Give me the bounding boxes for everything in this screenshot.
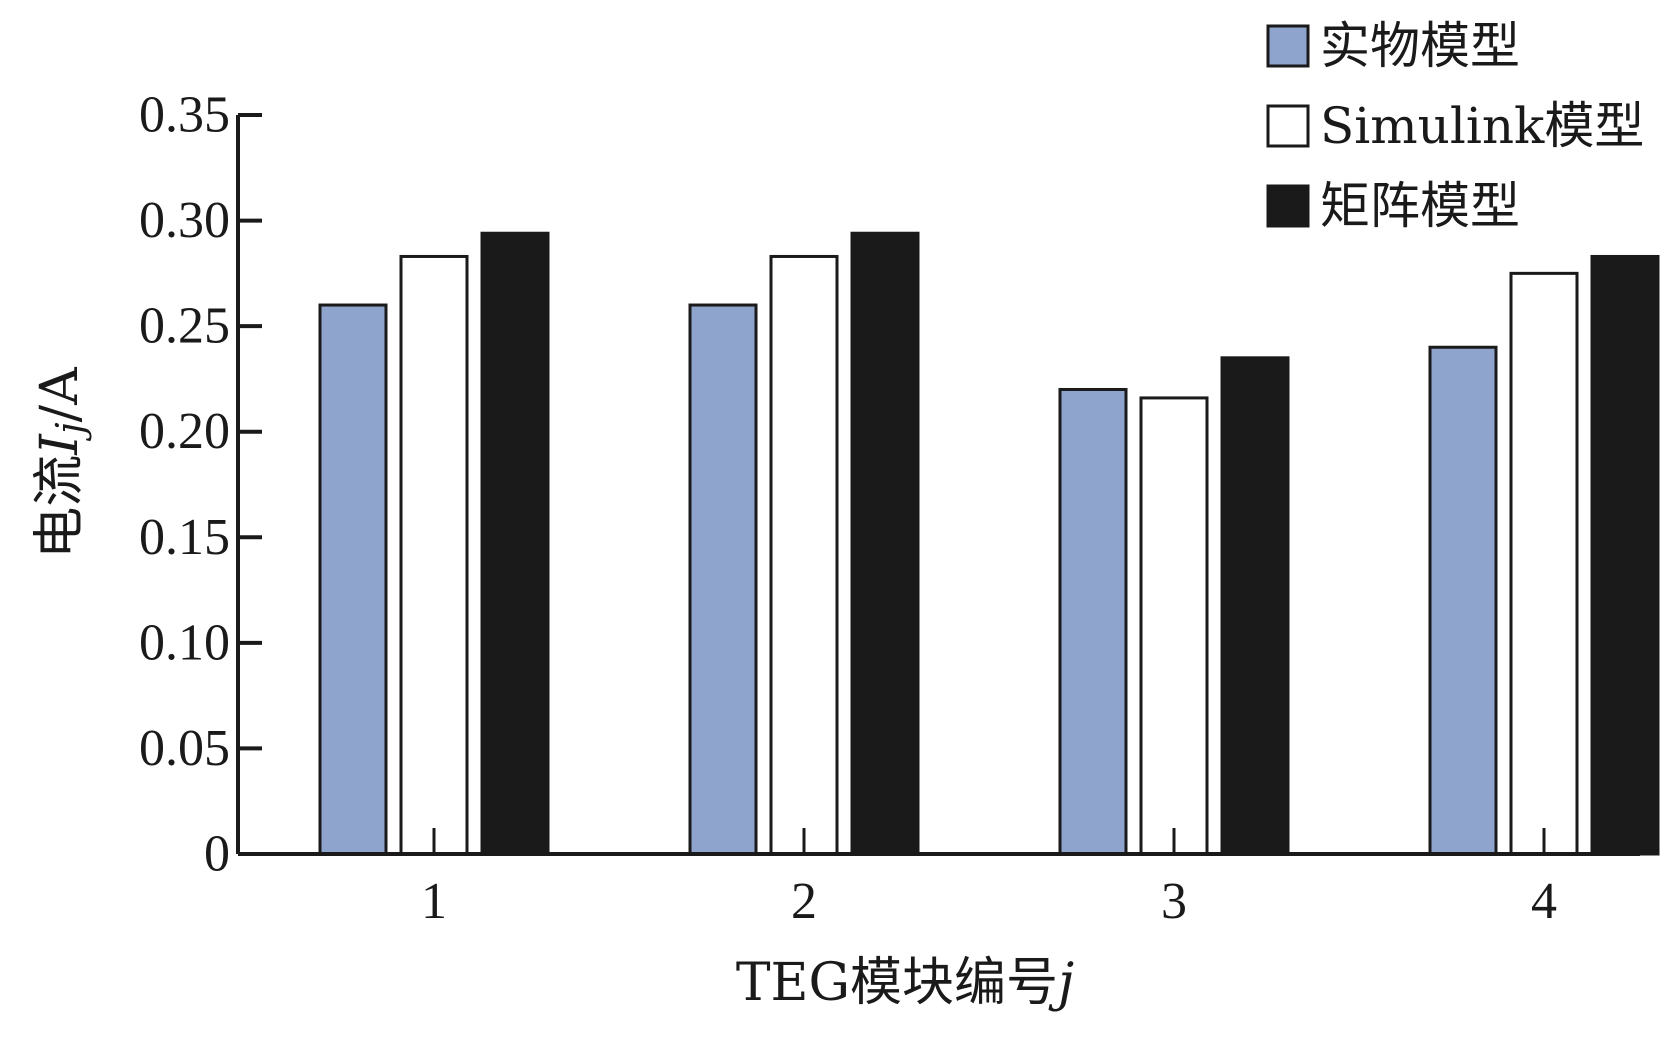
bar: [480, 231, 550, 856]
x-tick-label: 3: [1161, 873, 1187, 930]
x-axis-title-prefix: TEG模块编号: [736, 953, 1058, 1013]
y-axis-title: 电流Ij/A: [30, 366, 92, 559]
axes-group: [236, 115, 1640, 856]
y-axis-title-prefix: 电流: [30, 455, 90, 559]
y-tick-label: 0: [204, 826, 230, 883]
y-tick-label: 0.15: [139, 509, 230, 566]
bar: [1058, 387, 1128, 856]
y-tick-label: 0.30: [139, 192, 230, 249]
x-ticks-group: 1 2 3 4: [421, 828, 1557, 930]
bar: [1428, 345, 1498, 856]
x-tick-label: 1: [421, 873, 447, 930]
legend-label: 矩阵模型: [1320, 177, 1520, 235]
bar: [1220, 356, 1290, 856]
bar: [769, 254, 839, 856]
legend-label: 实物模型: [1320, 17, 1520, 75]
y-axis-title-suffix: /A: [30, 366, 90, 423]
bar: [850, 231, 920, 856]
legend-label: Simulink模型: [1320, 97, 1644, 155]
bars-group: [318, 231, 1660, 856]
bar: [318, 303, 388, 856]
y-ticks-group: 0 0.05 0.10 0.15 0.20 0.25 0.30 0.35: [139, 87, 262, 883]
y-tick-label: 0.05: [139, 720, 230, 777]
y-tick-label: 0.25: [139, 298, 230, 355]
bar: [399, 254, 469, 856]
bar: [1139, 396, 1209, 856]
x-tick-label: 4: [1531, 873, 1557, 930]
bar: [688, 303, 758, 856]
y-tick-label: 0.35: [139, 87, 230, 144]
y-tick-label: 0.20: [139, 403, 230, 460]
legend-swatch: [1266, 24, 1310, 68]
legend-swatch: [1266, 184, 1310, 228]
x-tick-label: 2: [791, 873, 817, 930]
y-axis-title-var: I: [30, 433, 90, 456]
bar: [1509, 271, 1579, 856]
bar: [1590, 254, 1660, 856]
x-axis-title: TEG模块编号j: [736, 953, 1074, 1013]
y-tick-label: 0.10: [139, 614, 230, 671]
legend-swatch: [1266, 104, 1310, 148]
